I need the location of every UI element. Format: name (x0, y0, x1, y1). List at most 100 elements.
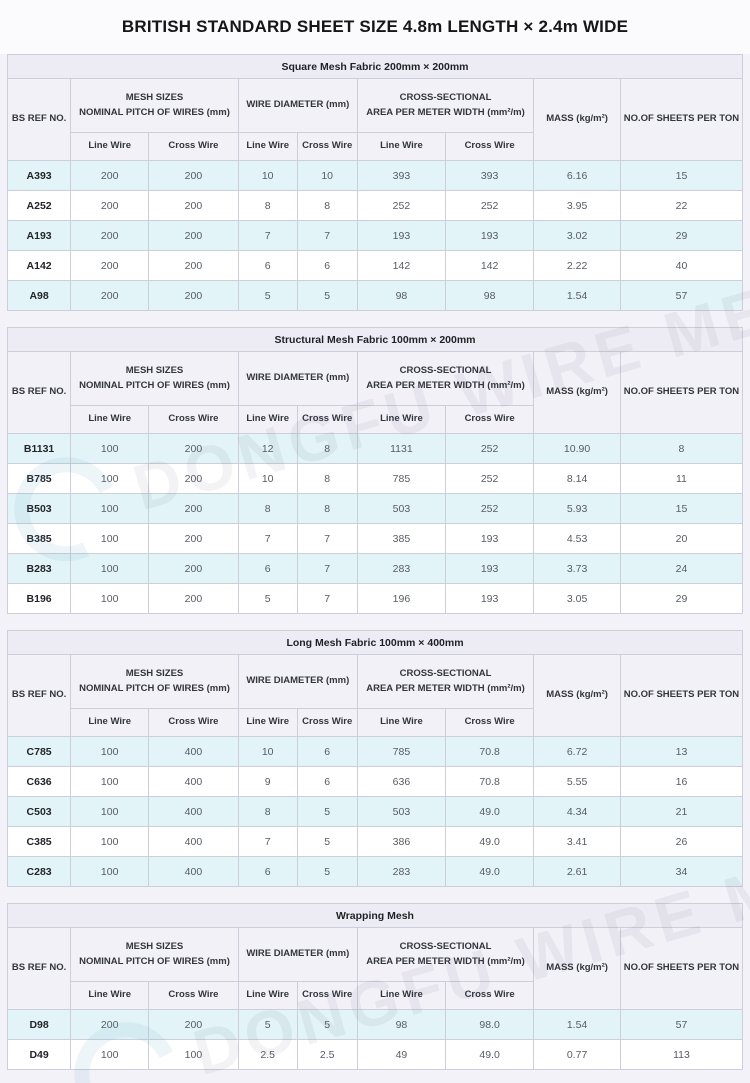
subheader-dia-line-wire: Line Wire (237, 708, 298, 737)
mesh-sizes-line2: NOMINAL PITCH OF WIRES (mm) (79, 955, 230, 967)
value-cell: 11 (619, 463, 744, 494)
value-cell: 57 (619, 280, 744, 311)
value-cell: 200 (148, 160, 239, 191)
value-cell: 6.16 (533, 160, 621, 191)
title-strip: BRITISH STANDARD SHEET SIZE 4.8m LENGTH … (0, 0, 750, 54)
value-cell: 1.54 (533, 280, 621, 311)
col-header-bs-ref: BS REF NO. (6, 927, 72, 1010)
subheader-cs-line-wire: Line Wire (356, 405, 447, 434)
value-cell: 200 (70, 280, 150, 311)
value-cell: 283 (356, 553, 447, 584)
value-cell: 200 (148, 190, 239, 221)
table-row: B283 100 200 6 7 283 193 3.73 24 (6, 553, 744, 584)
cross-sectional-line2: AREA PER METER WIDTH (mm²/m) (366, 955, 525, 967)
mesh-sizes-line2: NOMINAL PITCH OF WIRES (mm) (79, 682, 230, 694)
table-title: Wrapping Mesh (7, 903, 743, 928)
value-cell: 5 (237, 1009, 298, 1040)
value-cell: 10 (237, 160, 298, 191)
value-cell: 6 (296, 736, 358, 767)
col-header-mesh-sizes: MESH SIZES NOMINAL PITCH OF WIRES (mm) (70, 654, 239, 709)
value-cell: 785 (356, 736, 447, 767)
value-cell: 10 (296, 160, 358, 191)
table-row: C636 100 400 9 6 636 70.8 5.55 16 (6, 766, 744, 797)
subheader-dia-line-wire: Line Wire (237, 132, 298, 161)
value-cell: 200 (148, 433, 239, 464)
bs-ref-cell: A193 (6, 220, 72, 251)
value-cell: 193 (445, 583, 535, 614)
subheader-cs-line-wire: Line Wire (356, 981, 447, 1010)
value-cell: 200 (148, 583, 239, 614)
subheader-mesh-line-wire: Line Wire (70, 708, 150, 737)
table-row: A393 200 200 10 10 393 393 6.16 15 (6, 160, 744, 191)
bs-ref-cell: A98 (6, 280, 72, 311)
subheader-mesh-cross-wire: Cross Wire (148, 981, 239, 1010)
bs-ref-cell: C636 (6, 766, 72, 797)
table-body: B1131 100 200 12 8 1131 252 10.90 8 B785 100 200 10 8… (6, 433, 744, 614)
value-cell: 100 (70, 433, 150, 464)
table-row: A193 200 200 7 7 193 193 3.02 29 (6, 220, 744, 251)
col-header-cross-sectional: CROSS-SECTIONAL AREA PER METER WIDTH (mm… (356, 654, 535, 709)
value-cell: 100 (148, 1039, 239, 1070)
col-header-mass: MASS (kg/m²) (533, 78, 621, 161)
value-cell: 29 (619, 220, 744, 251)
value-cell: 785 (356, 463, 447, 494)
value-cell: 5 (296, 826, 358, 857)
cross-sectional-line2: AREA PER METER WIDTH (mm²/m) (366, 379, 525, 391)
subheader-mesh-line-wire: Line Wire (70, 405, 150, 434)
value-cell: 6 (237, 250, 298, 281)
col-header-wire-diameter: WIRE DIAMETER (mm) (237, 654, 358, 709)
value-cell: 503 (356, 493, 447, 524)
value-cell: 252 (445, 190, 535, 221)
mesh-table: Structural Mesh Fabric 100mm × 200mm BS … (6, 327, 744, 614)
value-cell: 12 (237, 433, 298, 464)
value-cell: 1131 (356, 433, 447, 464)
table-row: B196 100 200 5 7 196 193 3.05 29 (6, 583, 744, 614)
value-cell: 200 (70, 160, 150, 191)
cross-sectional-line1: CROSS-SECTIONAL (399, 365, 492, 377)
value-cell: 503 (356, 796, 447, 827)
value-cell: 8 (296, 190, 358, 221)
value-cell: 7 (237, 523, 298, 554)
mesh-table: Square Mesh Fabric 200mm × 200mm BS REF … (6, 54, 744, 311)
value-cell: 6 (296, 250, 358, 281)
table-row: A98 200 200 5 5 98 98 1.54 57 (6, 280, 744, 311)
col-header-wire-diameter: WIRE DIAMETER (mm) (237, 927, 358, 982)
value-cell: 400 (148, 766, 239, 797)
value-cell: 100 (70, 736, 150, 767)
value-cell: 200 (70, 1009, 150, 1040)
col-header-sheets: NO.OF SHEETS PER TON (619, 927, 744, 1010)
value-cell: 200 (148, 220, 239, 251)
value-cell: 4.53 (533, 523, 621, 554)
value-cell: 3.02 (533, 220, 621, 251)
value-cell: 6 (296, 766, 358, 797)
table-body: A393 200 200 10 10 393 393 6.16 15 A252 200 200 8 8 25… (6, 160, 744, 311)
value-cell: 200 (148, 553, 239, 584)
value-cell: 200 (148, 493, 239, 524)
bs-ref-cell: D49 (6, 1039, 72, 1070)
subheader-cs-cross-wire: Cross Wire (445, 132, 535, 161)
value-cell: 200 (148, 523, 239, 554)
value-cell: 200 (148, 1009, 239, 1040)
value-cell: 34 (619, 856, 744, 887)
value-cell: 252 (445, 433, 535, 464)
mesh-table: Wrapping Mesh BS REF NO. MESH SIZES NOMI… (6, 903, 744, 1070)
value-cell: 21 (619, 796, 744, 827)
value-cell: 49.0 (445, 856, 535, 887)
value-cell: 7 (237, 220, 298, 251)
table-row: B385 100 200 7 7 385 193 4.53 20 (6, 523, 744, 554)
value-cell: 24 (619, 553, 744, 584)
value-cell: 252 (356, 190, 447, 221)
table-row: C503 100 400 8 5 503 49.0 4.34 21 (6, 796, 744, 827)
value-cell: 193 (445, 523, 535, 554)
bs-ref-cell: A252 (6, 190, 72, 221)
cross-sectional-line1: CROSS-SECTIONAL (399, 668, 492, 680)
value-cell: 1.54 (533, 1009, 621, 1040)
subheader-mesh-cross-wire: Cross Wire (148, 405, 239, 434)
col-header-sheets: NO.OF SHEETS PER TON (619, 654, 744, 737)
col-header-sheets: NO.OF SHEETS PER TON (619, 78, 744, 161)
value-cell: 7 (296, 523, 358, 554)
value-cell: 5 (296, 1009, 358, 1040)
subheader-dia-line-wire: Line Wire (237, 981, 298, 1010)
value-cell: 283 (356, 856, 447, 887)
value-cell: 7 (296, 220, 358, 251)
